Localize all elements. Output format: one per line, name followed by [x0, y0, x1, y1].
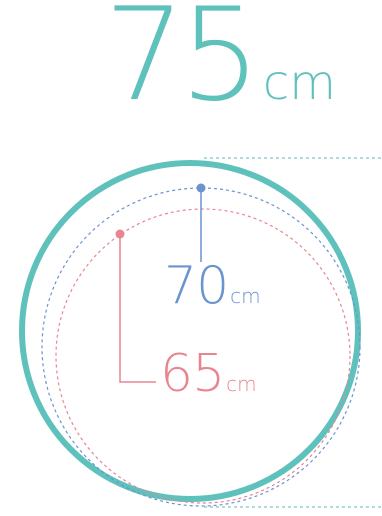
label-65-unit: cm — [226, 372, 257, 396]
headline-diameter: 75 cm — [104, 0, 336, 120]
dashed-circle-65 — [55, 208, 351, 504]
label-70-unit: cm — [230, 284, 261, 308]
label-70-value: 70 — [164, 256, 229, 316]
dashed-circle-70 — [41, 187, 361, 507]
label-65cm: 65 cm — [160, 348, 257, 400]
headline-unit: cm — [262, 55, 337, 111]
label-70cm: 70 cm — [164, 260, 261, 312]
pointer-dot-65 — [115, 229, 125, 239]
label-65-value: 65 — [160, 344, 225, 404]
pointer-dot-70 — [196, 183, 206, 193]
outer-circle-75 — [19, 160, 361, 502]
headline-value: 75 — [104, 0, 261, 130]
pointer-line-65 — [119, 234, 156, 383]
